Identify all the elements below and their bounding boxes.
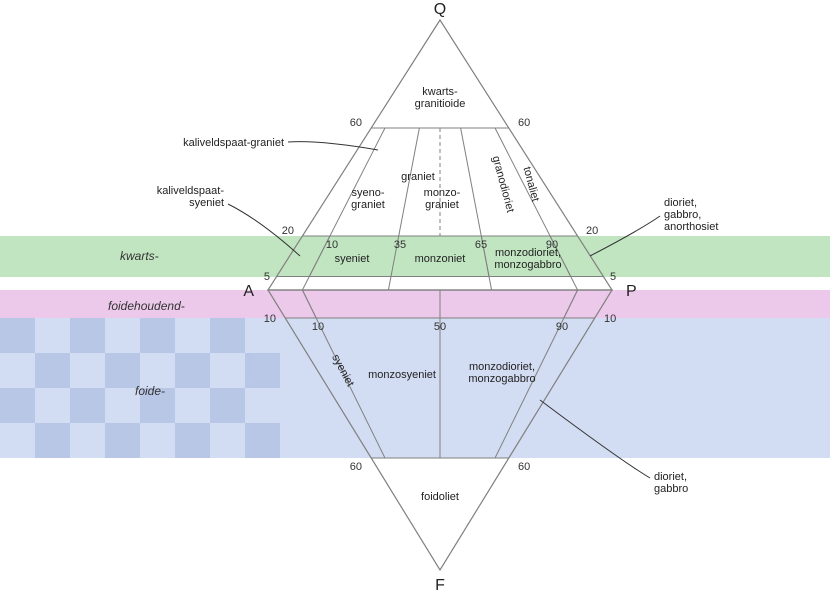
qapf-diagram: Q A P F kwarts- foidehoudend- foide- 60 … (0, 0, 830, 600)
field-kwarts-granitioide: kwarts-granitioide (415, 86, 466, 110)
tick-l60-R: 60 (518, 461, 530, 473)
field-syeno-graniet: syeno-graniet (351, 187, 385, 211)
tick-u20-R: 20 (586, 225, 598, 237)
field-graniet: graniet (401, 171, 435, 183)
tick-ap90-l: 90 (556, 321, 568, 333)
svg-text:kaliveldspaat-graniet: kaliveldspaat-graniet (183, 137, 284, 149)
field-monzodioriet-l: monzodioriet,monzogabbro (468, 361, 535, 385)
field-monzo-graniet: monzo-graniet (424, 187, 461, 211)
tick-ap35-u: 35 (394, 239, 406, 251)
tick-l10-R: 10 (604, 313, 616, 325)
tick-u5-L: 5 (264, 271, 270, 283)
tick-u20-L: 20 (282, 225, 294, 237)
vertex-A: A (243, 283, 254, 300)
field-foidoliet: foidoliet (421, 491, 459, 503)
label-foide: foide- (135, 384, 165, 398)
ap-v1 (302, 277, 309, 291)
ap-v2 (388, 277, 391, 291)
vertex-P: P (626, 283, 637, 300)
vertex-F: F (435, 577, 445, 594)
tick-u60-L: 60 (350, 117, 362, 129)
field-syeniet-u: syeniet (335, 253, 370, 265)
tick-ap65-u: 65 (475, 239, 487, 251)
field-monzodioriet-u: monzodioriet,monzogabbro (494, 247, 561, 271)
tick-u60-R: 60 (518, 117, 530, 129)
tick-l60-L: 60 (350, 461, 362, 473)
vertex-Q: Q (434, 1, 446, 18)
ap-v4 (571, 277, 578, 291)
ap-v3 (489, 277, 492, 291)
label-kwarts: kwarts- (120, 249, 159, 263)
label-foidehoudend: foidehoudend- (108, 299, 185, 313)
field-monzoniet: monzoniet (415, 253, 466, 265)
field-granodioriet: granodioriet (490, 155, 517, 214)
svg-text:kaliveldspaat-syeniet: kaliveldspaat-syeniet (157, 185, 225, 209)
svg-text:dioriet,gabbro: dioriet,gabbro (654, 471, 688, 495)
tick-ap10-l: 10 (312, 321, 324, 333)
tick-ap10-u: 10 (326, 239, 338, 251)
tick-ap50-l: 50 (434, 321, 446, 333)
tick-u5-R: 5 (610, 271, 616, 283)
callout-kaliveldspaat-graniet: kaliveldspaat-graniet (183, 137, 378, 150)
band-foide (0, 318, 830, 458)
field-monzosyeniet: monzosyeniet (368, 369, 436, 381)
tick-l10-L: 10 (264, 313, 276, 325)
svg-text:dioriet,gabbro,anorthosiet: dioriet,gabbro,anorthosiet (664, 197, 718, 233)
